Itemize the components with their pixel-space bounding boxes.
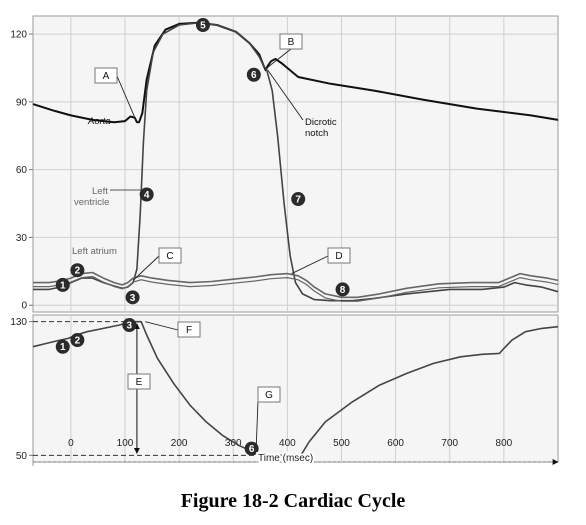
left-ventricle-label-1: Left xyxy=(92,186,108,197)
dicrotic-notch-label-1: Dicrotic xyxy=(305,117,337,128)
callout-G: G xyxy=(257,386,281,403)
step-marker-number: 1 xyxy=(60,280,66,291)
step-marker-number: 1 xyxy=(60,342,66,353)
x-tick-label: 600 xyxy=(387,438,404,449)
callout-F-label: F xyxy=(186,325,192,336)
callout-D: D xyxy=(327,247,351,264)
figure-caption: Figure 18-2 Cardiac Cycle xyxy=(180,490,406,512)
step-marker-6: 6 xyxy=(246,67,261,82)
step-marker-circle xyxy=(291,192,306,207)
step-marker-number: 2 xyxy=(75,336,81,347)
step-marker-number: 8 xyxy=(340,285,346,296)
step-marker-circle xyxy=(70,263,85,278)
callout-F: F xyxy=(177,321,201,338)
step-marker-5: 5 xyxy=(195,18,210,33)
x-tick-label: 0 xyxy=(68,438,74,449)
pressure-panel xyxy=(32,15,559,313)
axis-labels: 0 100 200 300 400 500 600 700 800 0 30 60 90 120 50 130 xyxy=(10,30,512,462)
step-marker-1: 1 xyxy=(55,277,70,292)
callout-C: C xyxy=(158,247,182,264)
callout-E-label: E xyxy=(136,377,143,388)
left-ventricle-label-2: ventricle xyxy=(74,197,109,208)
callout-A: A xyxy=(94,67,118,84)
left-atrium-label: Left atrium xyxy=(72,246,117,257)
y-tick-label: 0 xyxy=(21,301,27,312)
step-marker-3: 3 xyxy=(122,318,137,333)
y-tick-label: 90 xyxy=(16,97,28,108)
step-marker-7: 7 xyxy=(291,192,306,207)
leader-dicrotic xyxy=(267,69,304,121)
step-marker-2: 2 xyxy=(70,333,85,348)
callout-B: B xyxy=(279,33,303,50)
x-tick-label: 100 xyxy=(117,438,134,449)
step-marker-8: 8 xyxy=(335,282,350,297)
callout-A-label: A xyxy=(103,71,110,82)
callout-C-label: C xyxy=(166,251,173,262)
left-atrium-line-inner xyxy=(33,275,559,302)
series-layer xyxy=(32,21,559,457)
leader-B xyxy=(266,48,292,69)
step-marker-number: 4 xyxy=(144,190,150,201)
step-marker-1: 1 xyxy=(55,339,70,354)
step-marker-number: 6 xyxy=(251,70,257,81)
y-tick-label: 60 xyxy=(16,165,28,176)
callout-B-label: B xyxy=(288,37,295,48)
y-tick-label: 30 xyxy=(16,233,28,244)
y-tick-label: 120 xyxy=(10,30,27,41)
y-tick-label: 50 xyxy=(16,451,28,462)
grid-lines xyxy=(33,16,558,462)
time-axis: Time (msec) xyxy=(32,451,559,466)
step-marker-circle xyxy=(335,282,350,297)
leader-F xyxy=(145,321,179,331)
step-marker-circle xyxy=(55,339,70,354)
step-marker-circle xyxy=(70,333,85,348)
step-marker-number: 5 xyxy=(200,21,206,32)
step-marker-number: 3 xyxy=(130,293,136,304)
left-atrium-line xyxy=(33,271,559,299)
step-marker-circle xyxy=(195,18,210,33)
step-marker-number: 2 xyxy=(75,266,81,277)
x-tick-label: 300 xyxy=(225,438,242,449)
step-marker-number: 7 xyxy=(295,195,301,206)
x-tick-label: 700 xyxy=(441,438,458,449)
step-marker-circle xyxy=(244,441,259,456)
y-tick-label: 130 xyxy=(10,317,27,328)
callout-G-label: G xyxy=(265,390,273,401)
step-marker-circle xyxy=(246,67,261,82)
dicrotic-notch-label-2: notch xyxy=(305,128,328,139)
volume-panel xyxy=(32,314,559,463)
step-marker-number: 6 xyxy=(249,444,255,455)
step-marker-circle xyxy=(55,277,70,292)
step-marker-number: 3 xyxy=(127,321,133,332)
step-marker-6: 6 xyxy=(244,441,259,456)
step-marker-circle xyxy=(122,318,137,333)
leader-A xyxy=(116,75,137,121)
step-marker-4: 4 xyxy=(139,187,154,202)
x-tick-label: 200 xyxy=(171,438,188,449)
time-axis-label: Time (msec) xyxy=(258,453,313,464)
step-marker-2: 2 xyxy=(70,263,85,278)
x-tick-label: 800 xyxy=(496,438,513,449)
x-tick-label: 500 xyxy=(333,438,350,449)
step-marker-circle xyxy=(125,290,140,305)
leader-C xyxy=(132,255,160,281)
x-tick-label: 400 xyxy=(279,438,296,449)
callout-E: E xyxy=(127,373,151,390)
aorta-label: Aorta xyxy=(87,116,111,127)
step-marker-circle xyxy=(139,187,154,202)
step-marker-3: 3 xyxy=(125,290,140,305)
leader-D xyxy=(291,255,329,274)
callout-D-label: D xyxy=(335,251,342,262)
